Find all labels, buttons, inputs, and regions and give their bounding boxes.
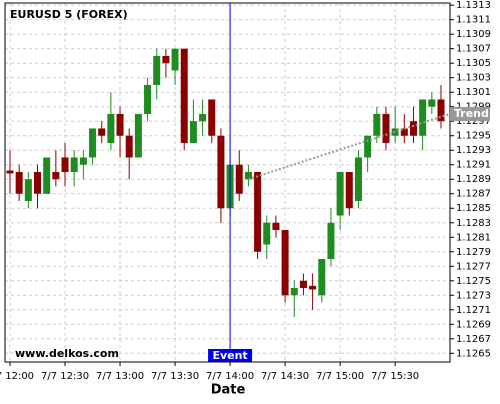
- candle-body: [254, 171, 262, 252]
- y-tick-label: 1.1311: [456, 15, 491, 26]
- candle-body: [299, 280, 307, 289]
- candle-body: [244, 171, 252, 180]
- y-tick-label: 1.1291: [456, 160, 491, 171]
- candle-body: [263, 222, 271, 245]
- event-label-box: [208, 349, 253, 362]
- candle-body: [171, 48, 179, 71]
- candle-body: [364, 135, 372, 158]
- x-tick-label: 7/7 15:30: [371, 371, 419, 382]
- candle-body: [98, 128, 106, 136]
- x-tick-label: 7/7 14:30: [261, 371, 309, 382]
- chart-title: EURUSD 5 (FOREX): [10, 8, 128, 21]
- y-tick-label: 1.1289: [456, 174, 491, 185]
- candle-body: [290, 288, 298, 296]
- y-tick-label: 1.1267: [456, 334, 491, 345]
- candle-body: [373, 113, 381, 136]
- x-tick-label: 7/7 14:00: [206, 371, 254, 382]
- candle-body: [437, 99, 445, 122]
- y-tick-label: 1.1295: [456, 131, 491, 142]
- candle-body: [235, 164, 243, 194]
- y-tick-label: 1.1283: [456, 218, 491, 229]
- candle-body: [43, 157, 51, 194]
- candle-body: [272, 222, 280, 231]
- y-tick-label: 1.1281: [456, 232, 491, 243]
- candle-body: [34, 171, 42, 194]
- candle-body: [134, 113, 142, 158]
- y-tick-label: 1.1313: [456, 0, 491, 11]
- y-tick-label: 1.1271: [456, 305, 491, 316]
- x-tick-label: 7/7 15:00: [316, 371, 364, 382]
- candle-body: [199, 113, 207, 122]
- y-tick-label: 1.1275: [456, 276, 491, 287]
- candle-body: [24, 179, 32, 201]
- candle-body: [153, 55, 161, 85]
- candle-body: [70, 157, 78, 172]
- x-tick-label: 7/7 12:00: [0, 371, 34, 382]
- candle-body: [419, 99, 427, 136]
- candle-body: [52, 171, 60, 180]
- y-tick-label: 1.1265: [456, 348, 491, 359]
- trend-label-box: [450, 106, 490, 121]
- candle-body: [400, 128, 408, 136]
- candle-body: [336, 171, 344, 216]
- candle-body: [217, 135, 225, 209]
- event-label: Event: [212, 349, 247, 362]
- candle-body: [189, 121, 197, 143]
- y-tick-label: 1.1303: [456, 73, 491, 84]
- y-tick-label: 1.1293: [456, 145, 491, 156]
- y-tick-label: 1.1285: [456, 203, 491, 214]
- candle-body: [382, 113, 390, 143]
- candle-body: [125, 135, 133, 158]
- x-axis-label: Date: [211, 383, 246, 398]
- watermark: www.delkos.com: [15, 347, 119, 360]
- candle-body: [6, 170, 14, 174]
- x-tick-label: 7/7 12:30: [41, 371, 89, 382]
- candle-body: [208, 99, 216, 136]
- y-tick-label: 1.1309: [456, 29, 491, 40]
- candle-body: [327, 222, 335, 260]
- candle-body: [89, 128, 97, 158]
- candle-body: [318, 259, 326, 296]
- candle-body: [409, 121, 417, 136]
- x-tick-label: 7/7 13:30: [151, 371, 199, 382]
- candle-body: [61, 157, 69, 172]
- candle-body: [180, 48, 188, 143]
- x-tick-label: 7/7 13:00: [96, 371, 144, 382]
- candle-body: [15, 171, 23, 194]
- trend-label: Trend: [454, 107, 489, 120]
- candle-body: [309, 285, 317, 290]
- candle-body: [354, 157, 362, 201]
- y-tick-label: 1.1301: [456, 87, 491, 98]
- candle-body: [428, 99, 436, 107]
- candle-body: [79, 157, 87, 165]
- trend-line: [248, 113, 451, 181]
- y-tick-label: 1.1305: [456, 58, 491, 69]
- y-tick-label: 1.1307: [456, 44, 491, 55]
- candle-body: [144, 84, 152, 114]
- y-tick-label: 1.1277: [456, 261, 491, 272]
- candle-body: [391, 128, 399, 136]
- candle-body: [345, 171, 353, 209]
- candle-body: [107, 113, 115, 143]
- candle-body: [116, 113, 124, 136]
- y-tick-label: 1.1287: [456, 189, 491, 200]
- candle-body: [162, 55, 170, 64]
- candle-body: [281, 230, 289, 296]
- y-tick-label: 1.1279: [456, 247, 491, 258]
- y-tick-label: 1.1273: [456, 290, 491, 301]
- y-tick-label: 1.1297: [456, 116, 491, 127]
- y-tick-label: 1.1269: [456, 319, 491, 330]
